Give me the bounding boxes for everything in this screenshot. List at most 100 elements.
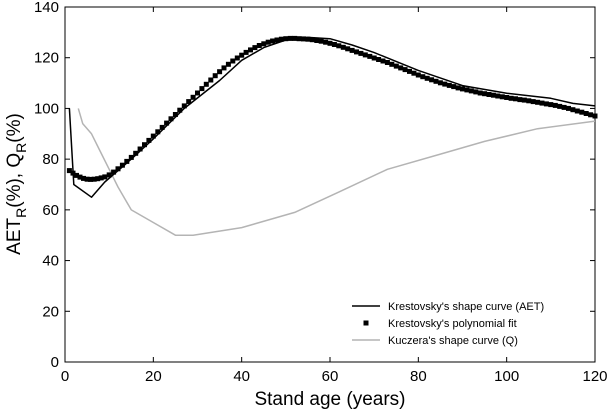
fit-marker <box>376 57 382 62</box>
fit-marker <box>340 44 346 50</box>
fit-marker <box>287 35 293 41</box>
fit-marker <box>265 39 271 45</box>
y-tick-label: 60 <box>42 202 59 219</box>
x-tick-label: 120 <box>582 368 607 385</box>
fit-marker <box>146 137 152 143</box>
fit-marker <box>77 174 83 180</box>
fit-marker <box>490 92 496 98</box>
fit-marker <box>570 107 576 113</box>
fit-marker <box>88 176 94 182</box>
x-axis-label: Stand age (years) <box>254 389 405 410</box>
fit-marker <box>468 88 474 94</box>
fit-marker <box>566 105 571 111</box>
fit-marker <box>283 36 289 42</box>
fit-marker <box>548 102 554 108</box>
fit-marker <box>243 49 249 55</box>
series-layer <box>66 35 598 236</box>
fit-marker <box>345 46 351 52</box>
fit-marker <box>371 55 377 61</box>
fit-marker <box>552 102 558 108</box>
fit-marker <box>124 158 130 164</box>
fit-marker <box>402 67 408 73</box>
fit-marker <box>190 94 196 100</box>
fit-marker <box>278 36 284 42</box>
fit-marker <box>81 175 86 181</box>
fit-marker <box>530 99 536 105</box>
fit-marker <box>415 72 421 78</box>
fit-marker <box>349 47 355 53</box>
fit-marker <box>407 68 412 74</box>
x-tick-label: 20 <box>145 368 162 385</box>
fit-marker <box>526 98 532 104</box>
fit-marker <box>168 116 174 122</box>
fit-marker <box>354 49 359 55</box>
fit-marker <box>155 129 161 135</box>
fit-marker <box>323 39 329 45</box>
legend-item-0: Krestovsky's shape curve (AET) <box>352 301 544 313</box>
fit-marker <box>301 36 306 42</box>
fit-marker <box>74 172 79 178</box>
fit-marker <box>517 97 523 103</box>
fit-marker <box>446 82 452 88</box>
fit-marker <box>429 77 435 83</box>
fit-marker <box>420 74 426 80</box>
fit-marker <box>111 169 117 175</box>
fit-marker <box>221 65 227 71</box>
fit-marker <box>393 63 399 69</box>
fit-marker <box>411 70 417 76</box>
fit-marker <box>592 113 598 119</box>
fit-marker <box>91 176 97 182</box>
fit-marker <box>142 142 147 148</box>
fit-marker <box>574 108 580 114</box>
fit-marker <box>451 84 457 90</box>
fit-marker <box>358 50 364 56</box>
fit-marker <box>234 55 240 61</box>
fit-marker <box>292 35 298 41</box>
x-tick-label: 100 <box>494 368 519 385</box>
fit-marker <box>437 80 443 86</box>
fit-marker <box>106 172 112 178</box>
fit-marker <box>424 75 430 81</box>
fit-marker <box>70 170 76 176</box>
fit-marker <box>195 90 200 96</box>
fit-marker <box>486 92 492 97</box>
fit-marker <box>464 87 470 93</box>
fit-marker <box>473 89 479 95</box>
fit-marker <box>84 176 90 182</box>
fit-marker <box>217 69 223 75</box>
fit-marker <box>128 154 134 160</box>
fit-marker <box>309 37 315 43</box>
fit-marker <box>367 53 373 59</box>
fit-marker <box>119 162 125 168</box>
fit-marker <box>115 166 121 172</box>
fit-marker <box>314 38 320 43</box>
fit-marker <box>225 61 231 67</box>
y-axis-title: AETR(%), QR(%) <box>4 113 29 255</box>
y-tick-label: 120 <box>34 50 59 67</box>
fit-marker <box>203 81 209 87</box>
fit-marker <box>513 96 518 102</box>
legend-label: Krestovsky's polynomial fit <box>388 318 517 330</box>
fit-marker <box>362 52 368 58</box>
fit-marker <box>305 36 311 42</box>
fit-marker <box>133 150 139 156</box>
fit-marker <box>336 43 342 49</box>
fit-marker <box>159 124 165 130</box>
fit-marker <box>442 81 448 87</box>
fit-marker <box>248 47 253 53</box>
fit-marker <box>230 58 236 64</box>
y-label-rest: (%), Q <box>4 153 25 208</box>
fit-marker <box>482 91 488 97</box>
y-tick-label: 20 <box>42 303 59 320</box>
legend-label: Krestovsky's shape curve (AET) <box>388 301 544 313</box>
fit-marker <box>66 168 72 174</box>
x-tick-label: 80 <box>410 368 427 385</box>
series-line-0 <box>68 36 596 198</box>
fit-marker <box>588 112 594 118</box>
legend-item-2: Kuczera's shape curve (Q) <box>352 335 518 347</box>
fit-marker <box>296 36 302 42</box>
fit-marker <box>398 65 404 71</box>
x-axis-title: Stand age (years) <box>254 389 405 410</box>
fit-marker <box>579 109 585 115</box>
